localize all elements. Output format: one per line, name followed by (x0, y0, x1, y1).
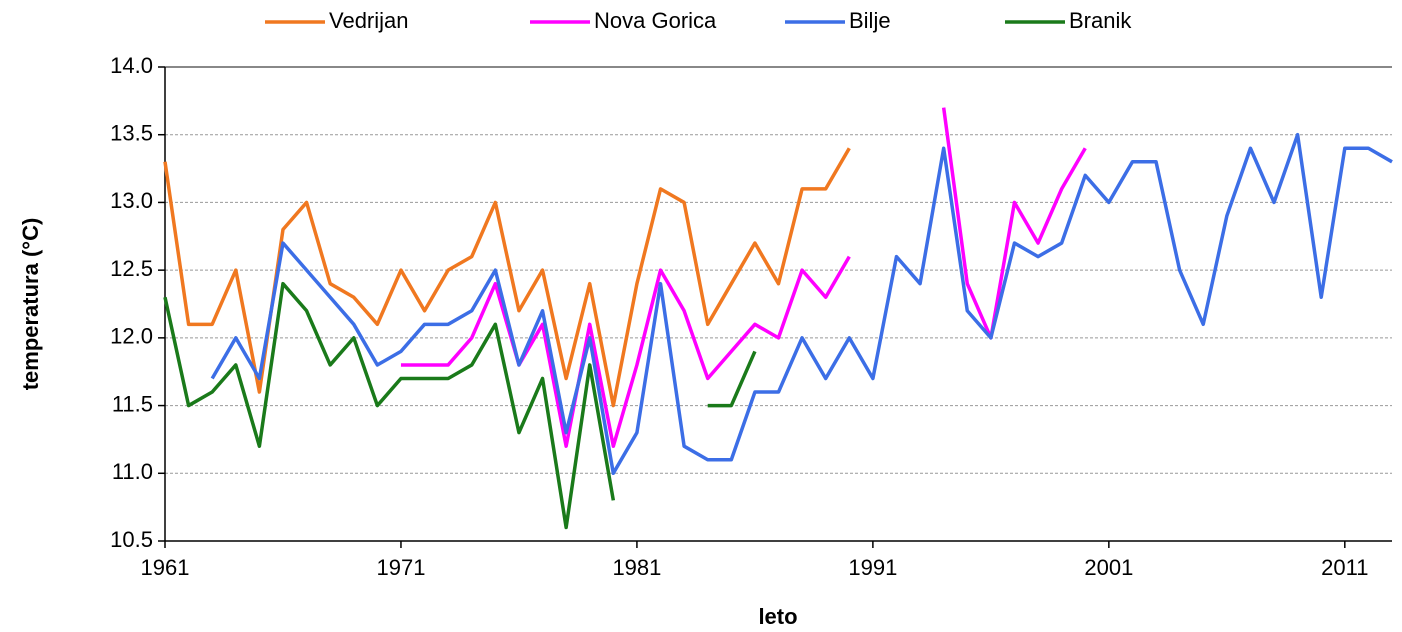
line (210, 132, 1393, 476)
legend-label: Bilje (849, 8, 891, 33)
x-axis-label: leto (758, 604, 797, 629)
legend-label: Vedrijan (329, 8, 409, 33)
y-axis-label: temperatura (°C) (18, 218, 43, 391)
line (941, 107, 1087, 340)
y-tick-label: 14.0 (110, 53, 153, 78)
x-tick-label: 1981 (612, 555, 661, 580)
x-tick-label: 2001 (1084, 555, 1133, 580)
y-tick-label: 12.0 (110, 324, 153, 349)
legend-label: Nova Gorica (594, 8, 717, 33)
x-tick-label: 1961 (141, 555, 190, 580)
line (400, 255, 851, 448)
line (707, 350, 757, 408)
y-tick-label: 11.5 (112, 391, 153, 416)
x-tick-label: 1971 (376, 555, 425, 580)
legend-label: Branik (1069, 8, 1132, 33)
y-tick-label: 12.5 (110, 256, 153, 281)
line (163, 281, 616, 530)
y-tick-label: 10.5 (110, 527, 153, 552)
x-tick-label: 2011 (1321, 555, 1368, 580)
y-tick-label: 13.5 (110, 121, 153, 146)
y-tick-label: 13.0 (110, 188, 153, 213)
x-tick-label: 1991 (848, 555, 897, 580)
y-tick-label: 11.0 (112, 459, 153, 484)
